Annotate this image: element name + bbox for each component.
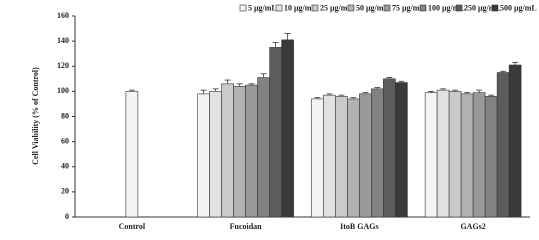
bar xyxy=(395,82,408,218)
legend-label: 250 μg/mL xyxy=(464,3,501,12)
x-tick-label: Control xyxy=(119,222,146,231)
x-tick-label: GAGs2 xyxy=(460,222,485,231)
bar xyxy=(436,89,450,218)
legend-swatch xyxy=(311,4,319,12)
bar xyxy=(197,93,210,218)
legend-label: 5 μg/mL xyxy=(248,3,277,12)
bar xyxy=(269,47,282,218)
x-tick-label: Fucoidan xyxy=(230,222,263,231)
legend-swatch xyxy=(419,4,427,12)
bar xyxy=(347,98,360,218)
chart: Cell Viability (% of Control) 0 20 40 60 80 1… xyxy=(31,3,537,231)
x-tick-label: ItoB GAGs xyxy=(340,222,378,231)
bar xyxy=(245,84,258,218)
bar xyxy=(233,86,246,218)
bar xyxy=(371,88,384,218)
y-tick-label: 160 xyxy=(57,11,69,20)
bar xyxy=(484,96,498,218)
legend-label: 25 μg/mL xyxy=(320,3,353,12)
y-tick-label: 40 xyxy=(61,162,69,171)
legend-swatch xyxy=(383,4,391,12)
y-tick-label: 140 xyxy=(57,36,69,45)
y-tick-label: 100 xyxy=(57,86,69,95)
bar xyxy=(209,91,222,218)
legend-swatch xyxy=(275,4,283,12)
bar xyxy=(335,96,348,218)
y-tick-label: 120 xyxy=(57,61,69,70)
y-tick-label: 60 xyxy=(61,136,69,145)
bar xyxy=(383,78,396,218)
legend-label: 50 μg/mL xyxy=(356,3,389,12)
y-tick-label: 80 xyxy=(61,111,69,120)
bar xyxy=(424,92,438,218)
bar xyxy=(460,93,474,218)
bar xyxy=(508,64,522,218)
bar xyxy=(125,91,139,218)
legend-label: 75 μg/mL xyxy=(392,3,425,12)
bar xyxy=(311,98,324,218)
legend-swatch xyxy=(239,4,247,12)
legend-label: 100 μg/mL xyxy=(428,3,465,12)
bar xyxy=(257,77,270,218)
y-axis-label: Cell Viability (% of Control) xyxy=(31,67,40,165)
bar xyxy=(448,91,462,218)
y-tick-label: 20 xyxy=(61,187,69,196)
legend-label: 10 μg/mL xyxy=(284,3,317,12)
legend-label: 500 μg/mL xyxy=(500,3,537,12)
legend-swatch xyxy=(491,4,499,12)
bar xyxy=(496,72,510,218)
bar xyxy=(323,94,336,218)
bar xyxy=(359,93,372,218)
legend-swatch xyxy=(347,4,355,12)
legend-swatch xyxy=(455,4,463,12)
bar xyxy=(281,39,294,218)
y-tick-label: 0 xyxy=(65,212,69,221)
bar xyxy=(472,92,486,218)
bar xyxy=(221,83,234,218)
